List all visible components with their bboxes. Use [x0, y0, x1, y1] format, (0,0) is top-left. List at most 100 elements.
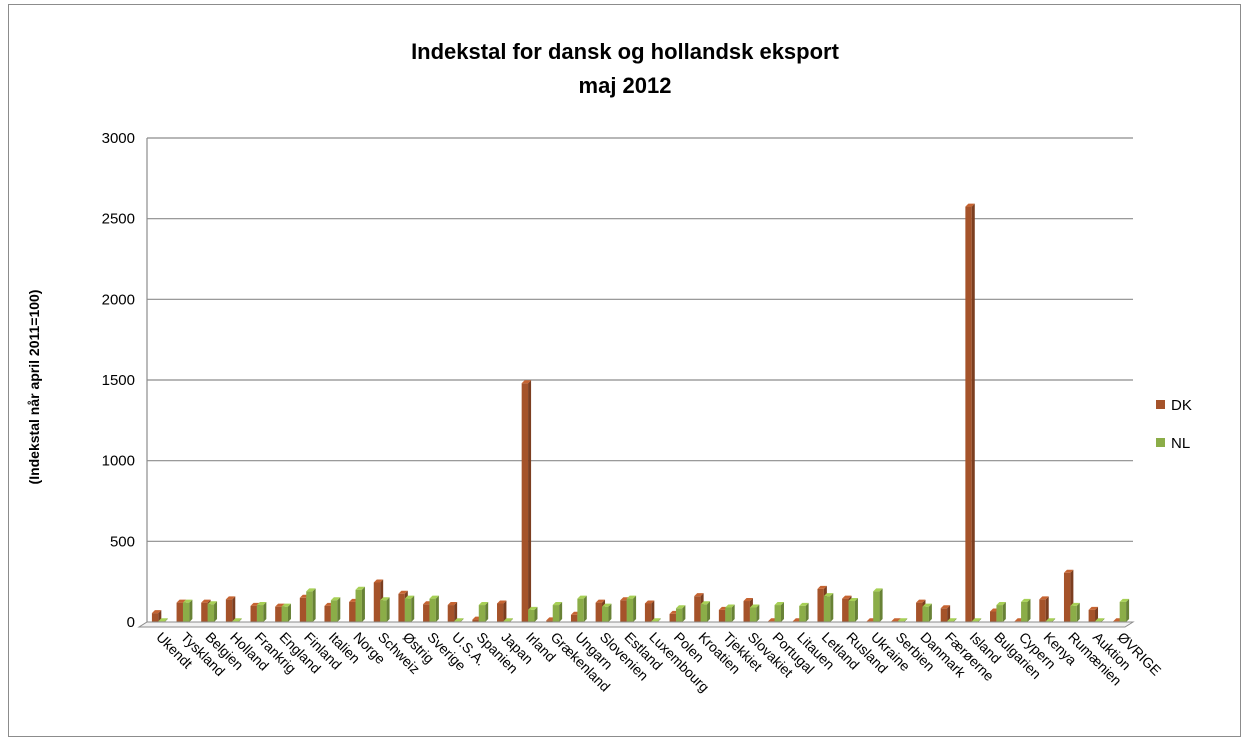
bar-face	[694, 596, 701, 622]
bar-top	[306, 588, 316, 592]
bar-side	[361, 586, 365, 622]
bar-side	[651, 600, 655, 622]
bar-nl-16	[552, 602, 563, 622]
bar-top	[232, 618, 242, 622]
bar-top	[626, 595, 637, 599]
y-tick-label: 3000	[102, 130, 135, 147]
bar-face	[620, 600, 627, 622]
bar-top	[330, 597, 341, 601]
bar-face	[799, 605, 806, 622]
bar-side	[657, 618, 661, 622]
bar-face	[1039, 599, 1046, 622]
bar-top	[1095, 618, 1105, 622]
bar-top	[940, 605, 951, 609]
bar-top	[158, 618, 168, 622]
grid-layer	[147, 137, 1133, 542]
y-axis-label: (Indekstal når april 2011=100)	[26, 290, 42, 485]
bar-side	[238, 618, 242, 622]
bar-top	[842, 595, 852, 599]
bar-top	[922, 603, 932, 607]
bar-face	[669, 613, 676, 622]
bar-top	[1045, 618, 1056, 622]
y-tick-label: 2500	[102, 211, 135, 228]
legend-item-nl: NL	[1156, 435, 1190, 452]
bar-top	[996, 602, 1006, 606]
bar-side	[509, 618, 513, 622]
bar-face	[577, 598, 584, 622]
bar-face	[306, 591, 313, 622]
bar-face	[373, 582, 381, 622]
bar-nl-1	[182, 599, 193, 622]
legend-swatch	[1156, 438, 1165, 447]
bar-nl-5	[281, 603, 291, 622]
legend-label: DK	[1171, 397, 1192, 414]
bar-nl-31	[922, 603, 932, 622]
bar-nl-34	[996, 602, 1006, 622]
bar-side	[1076, 602, 1080, 622]
chart-subtitle: maj 2012	[579, 73, 672, 98]
bar-side	[1045, 596, 1049, 622]
y-tick-label: 1500	[102, 372, 135, 389]
bar-top	[577, 595, 587, 599]
y-tick-label: 1000	[102, 453, 135, 470]
bar-face	[965, 206, 972, 623]
bar-face	[275, 606, 282, 622]
bar-top	[478, 602, 489, 606]
bar-nl-19	[626, 595, 637, 622]
bar-top	[965, 203, 975, 207]
chart-floor	[137, 621, 1135, 628]
bar-face	[1119, 601, 1127, 622]
bar-side	[830, 593, 834, 622]
bar-top	[1119, 598, 1130, 602]
bar-top	[256, 602, 267, 606]
bar-face	[423, 604, 430, 622]
bar-face	[1088, 609, 1096, 622]
bar-side	[1101, 618, 1105, 622]
bar-face	[497, 603, 504, 622]
legend-item-dk: DK	[1156, 397, 1192, 414]
bar-side	[947, 605, 951, 622]
bar-face	[528, 609, 535, 622]
bar-face	[823, 596, 831, 622]
bar-face	[817, 588, 824, 622]
bar-nl-37	[1070, 602, 1080, 622]
bar-dk-38	[1088, 606, 1099, 622]
bar-face	[478, 605, 486, 622]
bar-face	[595, 602, 603, 622]
bar-side	[608, 603, 612, 622]
bar-top	[947, 618, 957, 622]
bar-face	[546, 620, 553, 622]
bar-nl-17	[577, 595, 587, 622]
bar-face	[324, 605, 331, 622]
bar-face	[990, 611, 997, 622]
y-tick-label: 0	[127, 614, 135, 631]
bar-dk-12	[447, 602, 458, 622]
bar-top	[897, 618, 908, 622]
bar-face	[700, 604, 708, 622]
bar-side	[805, 602, 809, 622]
bar-nl-22	[700, 601, 711, 622]
bar-nl-24	[749, 604, 760, 622]
bar-top	[447, 602, 458, 606]
bar-top	[151, 610, 162, 614]
legend-label: NL	[1171, 435, 1190, 452]
bar-face	[355, 589, 362, 622]
bar-top	[373, 579, 384, 583]
bar-nl-28	[848, 598, 858, 622]
bar-face	[602, 606, 609, 622]
bar-layer	[151, 203, 1130, 623]
bar-side	[214, 601, 218, 622]
bar-side	[1095, 606, 1099, 622]
bar-side	[263, 602, 267, 622]
bar-side	[583, 595, 587, 622]
bar-top	[675, 605, 686, 609]
bar-side	[780, 602, 784, 622]
bar-face	[330, 600, 338, 622]
bar-side	[411, 595, 415, 622]
bar-side	[928, 603, 932, 622]
bar-side	[904, 618, 908, 622]
bar-face	[1070, 605, 1077, 622]
bar-top	[749, 604, 760, 608]
bar-top	[355, 586, 365, 590]
bar-nl-27	[823, 593, 834, 622]
